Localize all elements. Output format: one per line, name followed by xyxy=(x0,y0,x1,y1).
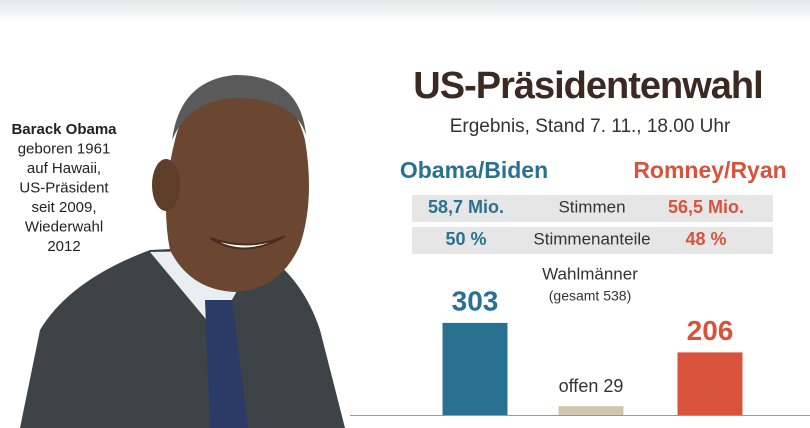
caption: Barack Obama geboren 1961 auf Hawaii, US-Pr… xyxy=(11,121,117,255)
stat-left: 58,7 Mio. xyxy=(428,197,504,217)
value-title: Wahlmänner xyxy=(542,264,638,283)
candidate-name: Obama/Biden xyxy=(400,157,548,183)
top-band xyxy=(0,0,810,22)
caption-line: Wiederwahl xyxy=(25,218,103,235)
caption-line: 2012 xyxy=(47,238,80,255)
caption-line: auf Hawaii, xyxy=(27,160,101,177)
caption-line: US-Präsident xyxy=(19,179,109,196)
value-label: 303 xyxy=(452,285,499,316)
value-label: 206 xyxy=(687,315,734,346)
stat-right: 48 % xyxy=(685,229,726,249)
stat-label: Stimmenanteile xyxy=(533,229,650,248)
caption-line: geboren 1961 xyxy=(18,140,111,157)
stat-row-bg xyxy=(412,195,773,222)
bar xyxy=(558,406,624,415)
caption-line: seit 2009, xyxy=(31,199,96,216)
value-label: offen 29 xyxy=(559,376,624,396)
stat-right: 56,5 Mio. xyxy=(668,197,744,217)
caption-line: Barack Obama xyxy=(11,121,117,138)
candidate-name: Romney/Ryan xyxy=(633,157,786,183)
value-note: (gesamt 538) xyxy=(549,288,631,304)
stat-row-bg xyxy=(412,227,773,254)
stat-left: 50 % xyxy=(445,229,486,249)
chart-title: US-Präsidentenwahl xyxy=(413,65,762,107)
subtitle: Ergebnis, Stand 7. 11., 18.00 Uhr xyxy=(450,116,731,137)
stat-label: Stimmen xyxy=(558,197,625,216)
bar xyxy=(677,352,743,415)
portrait xyxy=(20,75,345,428)
bar xyxy=(442,322,508,415)
